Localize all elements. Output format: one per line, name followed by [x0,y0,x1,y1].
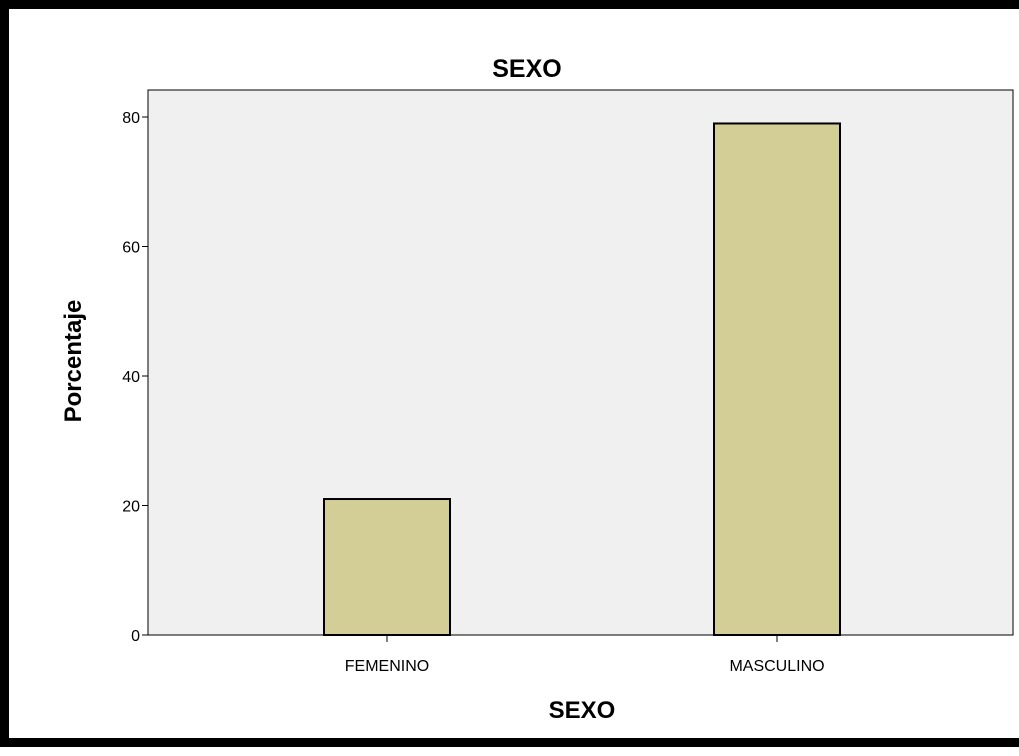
y-tick-label: 80 [122,110,140,127]
bar-chart: 0 20 40 60 80 FEMENINO MASCULINO SEXO SEXO Po… [60,55,1014,724]
chart-title: SEXO [492,55,561,83]
bars [323,122,841,636]
bar-femenino [323,498,451,636]
y-tick-label: 20 [122,499,140,516]
y-axis-title: Porcentaje [60,300,87,423]
x-tick-label: MASCULINO [729,658,824,675]
y-tick-label: 60 [122,240,140,257]
x-axis-title: SEXO [549,697,616,724]
y-tick-label: 0 [131,628,140,645]
y-axis-ticks: 0 20 40 60 80 [122,110,148,645]
x-tick-label: FEMENINO [345,658,429,675]
bar-masculino [713,122,841,636]
y-tick-label: 40 [122,369,140,386]
plot-area [147,89,1014,636]
x-axis-ticks: FEMENINO MASCULINO [345,635,825,675]
